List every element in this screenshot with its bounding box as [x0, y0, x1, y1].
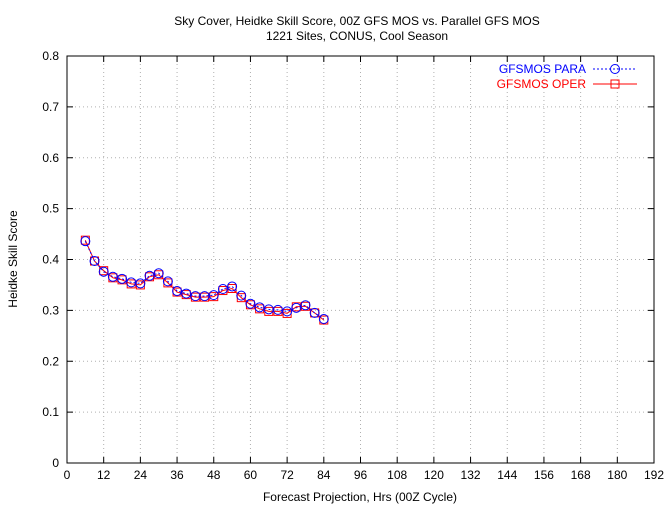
data-point-gfsmos-para — [153, 268, 164, 279]
y-tick-label: 0.2 — [42, 354, 59, 368]
legend-marker-gfsmos-para — [610, 64, 620, 74]
data-point-gfsmos-para — [227, 281, 238, 292]
data-point-gfsmos-para — [107, 271, 118, 282]
y-tick-label: 0.6 — [42, 151, 59, 165]
series-line-gfsmos-oper — [84, 239, 325, 321]
y-tick-label: 0.4 — [42, 253, 59, 267]
x-tick-label: 156 — [534, 468, 554, 482]
data-point-gfsmos-para — [172, 286, 183, 297]
data-point-gfsmos-para — [291, 302, 302, 313]
x-tick-label: 120 — [424, 468, 444, 482]
x-tick-label: 12 — [97, 468, 111, 482]
data-point-gfsmos-para — [135, 278, 146, 289]
data-point-gfsmos-para — [300, 300, 311, 311]
x-axis-ticks: 0 12 24 36 48 60 72 84 96 108 120 132 144 156 168 180 19… — [64, 56, 664, 482]
chart-subtitle: 1221 Sites, CONUS, Cool Season — [266, 29, 448, 43]
x-tick-label: 0 — [64, 468, 71, 482]
x-tick-label: 36 — [170, 468, 184, 482]
legend-marker-gfsmos-oper — [610, 79, 620, 89]
legend-label-gfsmos-para: GFSMOS PARA — [499, 62, 586, 76]
data-point-gfsmos-para — [245, 298, 256, 309]
x-tick-label: 60 — [244, 468, 258, 482]
x-tick-label: 144 — [497, 468, 517, 482]
y-axis-ticks: 0 0.1 0.2 0.3 0.4 0.5 0.6 0.7 0.8 — [42, 49, 654, 470]
data-point-gfsmos-para — [318, 314, 329, 325]
x-axis-label: Forecast Projection, Hrs (00Z Cycle) — [263, 490, 457, 504]
x-tick-label: 72 — [280, 468, 294, 482]
chart-title: Sky Cover, Heidke Skill Score, 00Z GFS M… — [174, 14, 539, 28]
legend-label-gfsmos-oper: GFSMOS OPER — [497, 77, 587, 91]
data-point-gfsmos-para — [309, 307, 320, 318]
data-point-gfsmos-para — [162, 276, 173, 287]
grid-lines — [67, 56, 654, 463]
series-layer — [80, 235, 329, 325]
data-point-gfsmos-para — [217, 284, 228, 295]
data-point-gfsmos-para — [98, 266, 109, 277]
x-tick-label: 96 — [354, 468, 368, 482]
data-point-gfsmos-para — [80, 236, 91, 247]
y-axis-label: Heidke Skill Score — [6, 210, 20, 308]
x-tick-label: 132 — [461, 468, 481, 482]
x-tick-label: 108 — [387, 468, 407, 482]
data-point-gfsmos-para — [181, 288, 192, 299]
x-tick-label: 84 — [317, 468, 331, 482]
data-point-gfsmos-para — [236, 290, 247, 301]
y-tick-label: 0.8 — [42, 49, 59, 63]
x-tick-label: 168 — [571, 468, 591, 482]
data-point-gfsmos-para — [282, 306, 293, 317]
y-tick-label: 0.7 — [42, 100, 59, 114]
data-point-gfsmos-para — [144, 270, 155, 281]
x-tick-label: 24 — [134, 468, 148, 482]
plot-frame — [66, 55, 655, 464]
y-tick-label: 0.5 — [42, 202, 59, 216]
x-tick-label: 192 — [644, 468, 664, 482]
x-tick-label: 180 — [607, 468, 627, 482]
data-point-gfsmos-para — [254, 302, 265, 313]
data-point-gfsmos-para — [208, 290, 219, 301]
y-tick-label: 0.1 — [42, 405, 59, 419]
y-tick-label: 0.3 — [42, 303, 59, 317]
data-point-gfsmos-para — [89, 256, 100, 267]
x-tick-label: 48 — [207, 468, 221, 482]
y-tick-label: 0 — [52, 456, 59, 470]
data-point-gfsmos-para — [117, 273, 128, 284]
